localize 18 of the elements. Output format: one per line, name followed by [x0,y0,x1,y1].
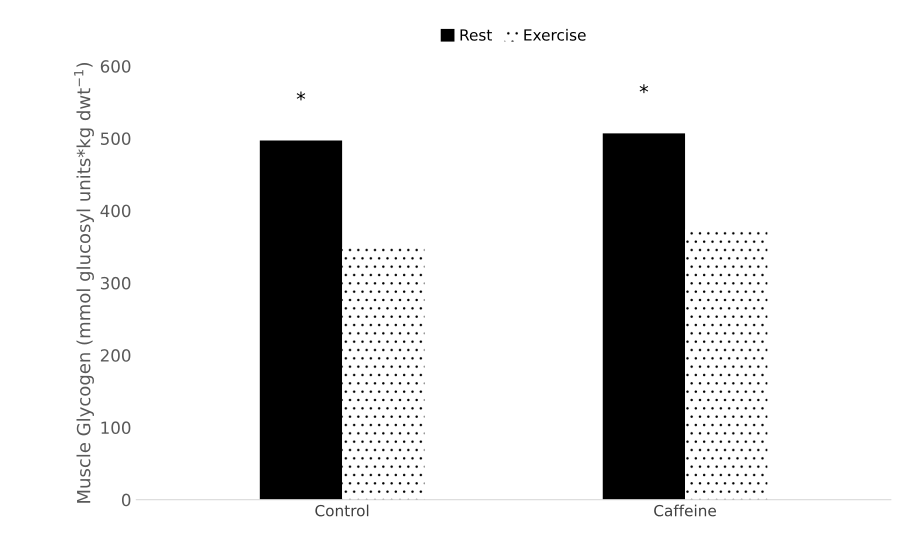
x-tick-label: Caffeine [654,504,716,516]
y-tick-label: 300 [100,276,130,290]
y-tick-label: 400 [100,204,130,218]
y-axis-title: Muscle Glycogen (mmol glucosyl units*kg dwt$^{−1}$) [74,62,94,503]
y-tick-label: 0 [122,494,130,506]
annotation: * [296,92,306,100]
bar [602,133,686,500]
y-tick-label: 500 [100,132,130,145]
y-tick-label: 100 [102,421,130,434]
bar [685,229,768,500]
legend-label: Rest [460,29,492,41]
y-tick-label: 200 [100,349,130,362]
legend-label: Exercise [524,28,586,41]
bar [260,140,342,500]
annotation: * [640,84,648,94]
x-tick-label: Control [315,504,368,516]
bar [342,248,424,500]
y-tick-label: 600 [100,60,130,73]
